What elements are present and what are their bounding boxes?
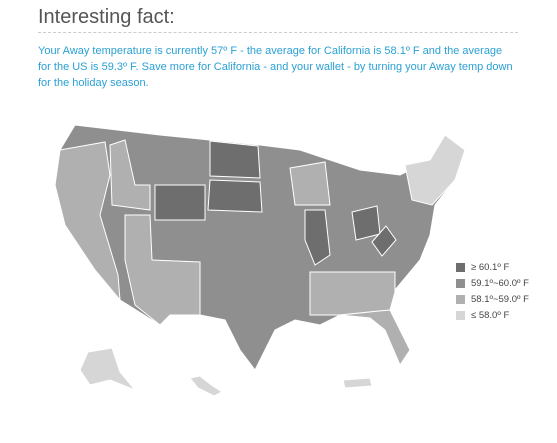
legend-swatch xyxy=(456,278,465,288)
legend-swatch xyxy=(456,294,465,304)
south-dakota xyxy=(207,179,263,213)
legend-label: ≤ 58.0º F xyxy=(471,309,510,321)
great-lakes xyxy=(289,161,331,206)
legend-label: 58.1º~59.0º F xyxy=(471,293,529,305)
hawaii xyxy=(189,375,223,397)
message: Your Away temperature is currently 57º F… xyxy=(38,45,513,89)
west-virginia xyxy=(371,225,397,257)
legend-swatch xyxy=(456,262,465,272)
legend-label: ≥ 60.1º F xyxy=(471,261,510,273)
northeast xyxy=(404,134,466,206)
legend-item: ≤ 58.0º F xyxy=(456,307,529,323)
alaska xyxy=(79,347,136,391)
wyoming xyxy=(154,184,206,221)
west-coast xyxy=(54,141,121,302)
illinois xyxy=(304,209,331,266)
southwest xyxy=(124,214,201,326)
legend-swatch xyxy=(456,310,465,320)
north-dakota xyxy=(209,140,261,179)
northwest xyxy=(109,139,151,211)
legend-item: 59.1º~60.0º F xyxy=(456,275,529,291)
florida xyxy=(339,309,411,367)
title: Interesting fact: xyxy=(38,6,175,28)
southeast xyxy=(309,271,396,316)
legend-item: ≥ 60.1º F xyxy=(456,259,529,275)
legend-item: 58.1º~59.0º F xyxy=(456,291,529,307)
legend-label: 59.1º~60.0º F xyxy=(471,277,529,289)
legend: ≥ 60.1º F 59.1º~60.0º F 58.1º~59.0º F ≤ 58.… xyxy=(456,259,529,323)
divider xyxy=(38,32,518,33)
ohio xyxy=(351,205,381,241)
puerto-rico xyxy=(342,377,373,389)
